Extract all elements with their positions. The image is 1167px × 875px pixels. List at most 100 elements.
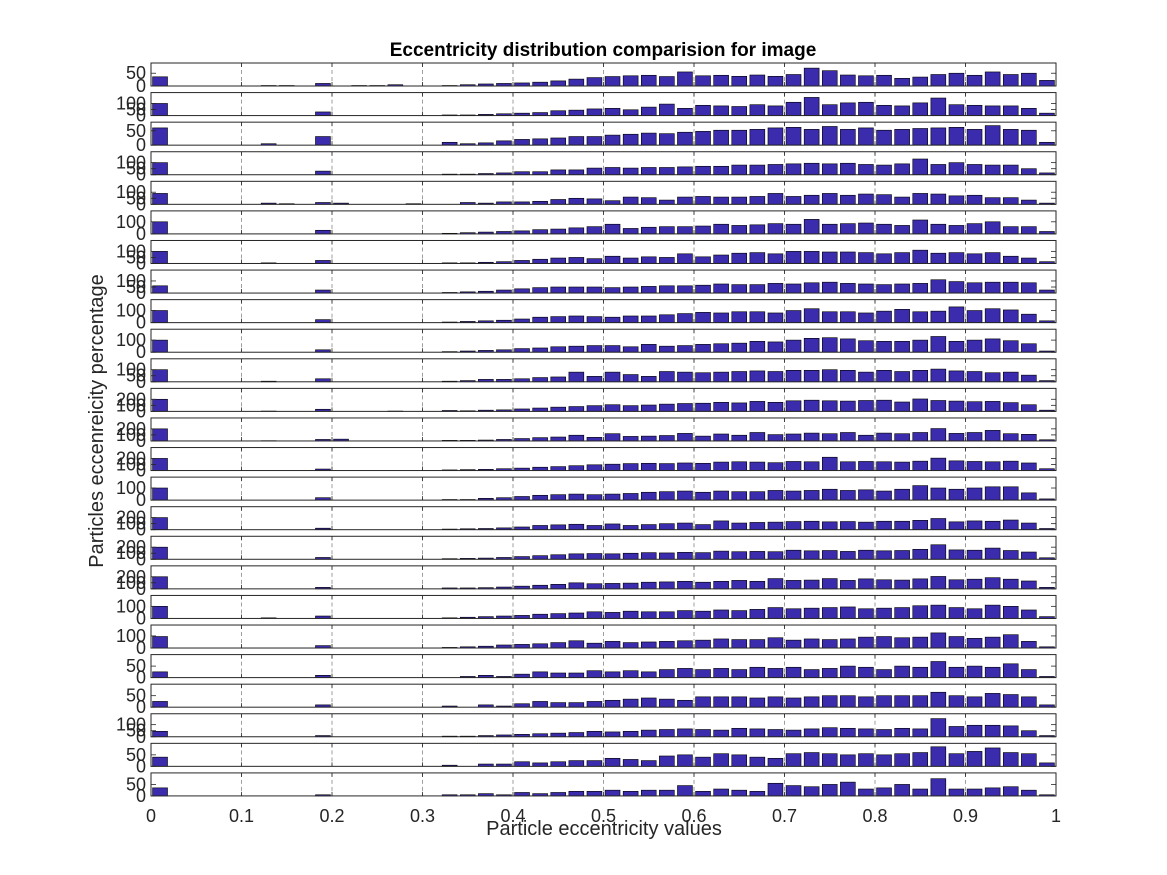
histogram-bar [550,257,567,264]
histogram-bar [930,544,947,560]
histogram-bar [912,128,929,146]
histogram-bar [532,229,548,235]
histogram-bar [713,753,729,767]
histogram-bar [894,488,910,501]
histogram-bar [677,699,693,708]
histogram-bar [622,493,639,501]
histogram-bar [785,521,802,531]
histogram-bar [785,163,802,176]
histogram-bar [568,406,585,412]
histogram-bar [731,402,748,412]
histogram-bar [152,339,168,353]
histogram-bar [713,788,729,797]
histogram-bar [966,487,983,501]
histogram-bar [948,753,965,767]
histogram-bar [1002,550,1019,560]
histogram-bar [496,140,512,146]
histogram-bar [767,521,784,531]
histogram-bar [731,639,748,649]
histogram-bar [731,491,748,501]
histogram-bar [966,751,983,767]
y-tick-label: 0 [136,106,146,126]
histogram-bar [984,430,1001,442]
histogram-bar [767,223,784,235]
histogram-bar [785,400,802,412]
histogram-bar [532,347,548,353]
histogram-bar [604,553,621,560]
histogram-bar [930,691,947,708]
histogram-bar [532,138,548,146]
histogram-bar [821,784,838,797]
histogram-bar [840,432,856,442]
histogram-bar [912,728,929,738]
histogram-panel: 050 [126,62,1057,96]
histogram-bar [767,490,784,501]
panel-axes-box [150,535,1057,560]
histogram-bar [876,74,892,87]
histogram-bar [659,755,675,767]
histogram-bar [1021,462,1037,471]
histogram-bar [840,781,856,797]
histogram-bar [930,127,947,146]
histogram-bar [1021,343,1037,353]
histogram-bar [966,432,983,442]
histogram-bar [695,696,711,708]
histogram-bar [894,461,910,471]
histogram-bar [659,552,675,560]
histogram-bar [785,785,802,797]
histogram-bar [858,728,874,738]
histogram-bar [1002,694,1019,708]
histogram-bar [767,668,784,678]
histogram-bar [568,523,585,530]
histogram-bar [803,308,820,323]
histogram-bar [930,778,947,797]
histogram-bar [1021,226,1037,235]
chart-title: Eccentricity distribution comparision fo… [390,40,817,61]
histogram-bar [984,577,1001,590]
histogram-bar [1021,609,1037,619]
histogram-bar [713,371,729,383]
histogram-bar [767,551,784,560]
histogram-bar [821,251,838,264]
histogram-bar [948,726,965,738]
histogram-bar [659,133,675,146]
histogram-bar [876,550,892,560]
histogram-bar [785,580,802,590]
histogram-bar [550,228,567,235]
histogram-bar [749,666,766,678]
histogram-bar [785,490,802,501]
histogram-bar [984,252,1001,264]
histogram-bar [948,549,965,560]
histogram-bar [1021,374,1037,383]
histogram-bar [858,222,874,235]
histogram-bar [840,194,856,205]
histogram-bar [622,698,639,708]
histogram-bar [731,580,748,590]
y-tick-label: 0 [136,313,146,333]
histogram-bar [659,491,675,501]
histogram-bar [894,225,910,235]
histogram-bar [821,668,838,678]
histogram-bar [930,632,947,649]
histogram-bar [840,665,856,678]
histogram-bar [713,609,729,619]
histogram-bar [677,462,693,471]
histogram-bar [622,228,639,235]
histogram-bar [677,522,693,530]
histogram-bar [803,337,820,353]
histogram-bar [1002,255,1019,264]
x-tick-label: 0.9 [953,806,978,826]
histogram-bar [1021,404,1037,412]
histogram-bar [948,433,965,442]
panel-axes-box [150,417,1057,442]
histogram-bar [677,71,693,87]
histogram-bar [1039,80,1055,87]
histogram-bar [604,612,621,619]
histogram-bar [1021,72,1037,87]
histogram-bar [1021,492,1037,501]
histogram-bar [640,197,657,205]
y-tick-label: 0 [136,401,146,421]
histogram-bar [586,464,603,471]
y-tick-label: 50 [126,247,146,267]
